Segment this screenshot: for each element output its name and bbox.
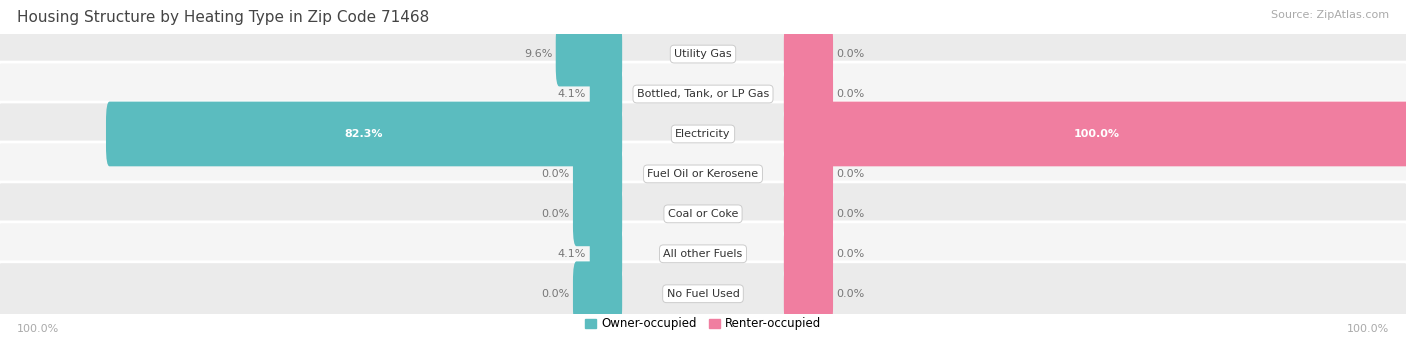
Text: 0.0%: 0.0% [837, 209, 865, 219]
Text: 4.1%: 4.1% [558, 89, 586, 99]
Text: 0.0%: 0.0% [837, 169, 865, 179]
Text: 4.1%: 4.1% [558, 249, 586, 259]
FancyBboxPatch shape [574, 262, 621, 326]
Text: 9.6%: 9.6% [524, 49, 553, 59]
FancyBboxPatch shape [785, 181, 832, 246]
FancyBboxPatch shape [555, 22, 621, 86]
FancyBboxPatch shape [785, 22, 832, 86]
Text: 100.0%: 100.0% [17, 324, 59, 334]
Text: 100.0%: 100.0% [1074, 129, 1119, 139]
Text: 0.0%: 0.0% [541, 289, 569, 299]
FancyBboxPatch shape [0, 222, 1406, 286]
Text: 0.0%: 0.0% [837, 249, 865, 259]
FancyBboxPatch shape [785, 142, 832, 206]
FancyBboxPatch shape [785, 62, 832, 127]
FancyBboxPatch shape [0, 102, 1406, 166]
Text: Utility Gas: Utility Gas [675, 49, 731, 59]
Text: 100.0%: 100.0% [1347, 324, 1389, 334]
FancyBboxPatch shape [574, 181, 621, 246]
Text: No Fuel Used: No Fuel Used [666, 289, 740, 299]
FancyBboxPatch shape [0, 182, 1406, 246]
FancyBboxPatch shape [0, 142, 1406, 206]
FancyBboxPatch shape [0, 62, 1406, 126]
Text: 82.3%: 82.3% [344, 129, 384, 139]
Text: Fuel Oil or Kerosene: Fuel Oil or Kerosene [647, 169, 759, 179]
Text: 0.0%: 0.0% [541, 209, 569, 219]
FancyBboxPatch shape [105, 102, 621, 166]
Text: Source: ZipAtlas.com: Source: ZipAtlas.com [1271, 10, 1389, 20]
FancyBboxPatch shape [0, 22, 1406, 86]
FancyBboxPatch shape [589, 221, 621, 286]
Text: Housing Structure by Heating Type in Zip Code 71468: Housing Structure by Heating Type in Zip… [17, 10, 429, 25]
Text: 0.0%: 0.0% [541, 169, 569, 179]
FancyBboxPatch shape [785, 262, 832, 326]
Legend: Owner-occupied, Renter-occupied: Owner-occupied, Renter-occupied [579, 313, 827, 335]
FancyBboxPatch shape [574, 142, 621, 206]
FancyBboxPatch shape [785, 102, 1406, 166]
Text: All other Fuels: All other Fuels [664, 249, 742, 259]
FancyBboxPatch shape [0, 262, 1406, 326]
FancyBboxPatch shape [589, 62, 621, 127]
Text: Electricity: Electricity [675, 129, 731, 139]
FancyBboxPatch shape [785, 221, 832, 286]
Text: Bottled, Tank, or LP Gas: Bottled, Tank, or LP Gas [637, 89, 769, 99]
Text: 0.0%: 0.0% [837, 289, 865, 299]
Text: 0.0%: 0.0% [837, 49, 865, 59]
Text: Coal or Coke: Coal or Coke [668, 209, 738, 219]
Text: 0.0%: 0.0% [837, 89, 865, 99]
